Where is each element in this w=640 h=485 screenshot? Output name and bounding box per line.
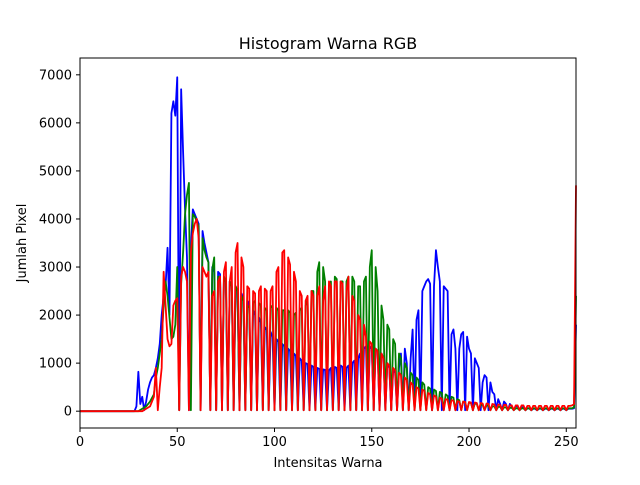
x-axis-label: Intensitas Warna <box>273 456 382 471</box>
y-tick-label: 2000 <box>39 309 72 324</box>
series-line-2 <box>80 185 577 413</box>
x-tick-label: 50 <box>169 435 186 450</box>
y-tick-label: 1000 <box>39 357 72 372</box>
y-tick-label: 3000 <box>39 261 72 276</box>
axes-frame <box>79 57 577 429</box>
y-tick-label: 0 <box>64 405 72 420</box>
x-tick-label: 100 <box>262 435 287 450</box>
plot-area <box>80 76 577 413</box>
x-tick-label: 0 <box>76 435 84 450</box>
axis-ticks: 0 50 100 150 200 250 0 1000 2000 3000 4000 5000 6000… <box>39 68 579 450</box>
x-tick-label: 200 <box>457 435 482 450</box>
y-tick-label: 4000 <box>39 212 72 227</box>
x-tick-label: 150 <box>359 435 384 450</box>
y-axis-label: Jumlah Pixel <box>15 204 30 284</box>
y-tick-label: 7000 <box>39 68 72 83</box>
chart-title: Histogram Warna RGB <box>239 34 418 53</box>
y-tick-label: 6000 <box>39 116 72 131</box>
x-tick-label: 250 <box>554 435 579 450</box>
y-tick-label: 5000 <box>39 164 72 179</box>
